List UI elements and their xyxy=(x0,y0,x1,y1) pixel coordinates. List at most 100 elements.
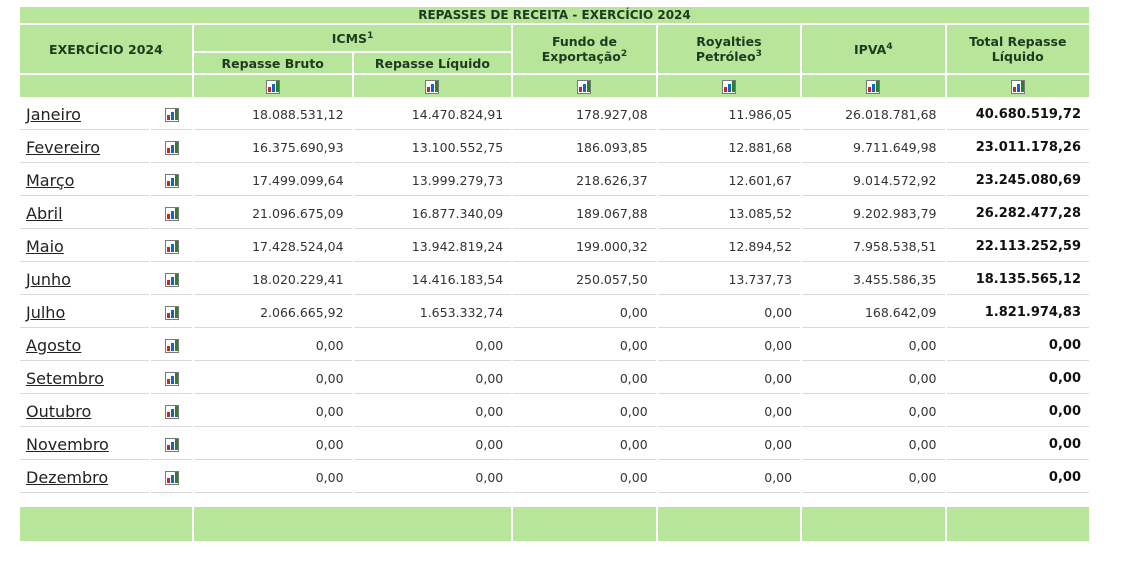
header-icms-label: ICMS xyxy=(331,30,368,46)
col-chart-fundo[interactable] xyxy=(513,75,656,97)
row-chart-cell[interactable] xyxy=(151,99,192,130)
col-chart-ipva[interactable] xyxy=(802,75,945,97)
month-cell: Junho xyxy=(20,264,150,295)
royalties-cell: 0,00 xyxy=(657,363,801,394)
bar-chart-icon[interactable] xyxy=(164,405,179,419)
royalties-cell: 0,00 xyxy=(657,330,801,361)
fundo-exportacao-cell: 218.626,37 xyxy=(513,165,656,196)
fundo-exportacao-cell: 0,00 xyxy=(513,429,656,460)
repasse-bruto-cell: 0,00 xyxy=(193,363,352,394)
row-chart-cell[interactable] xyxy=(151,198,192,229)
bar-chart-icon[interactable] xyxy=(866,79,881,94)
row-chart-cell[interactable] xyxy=(151,264,192,295)
month-link[interactable]: Junho xyxy=(26,269,71,289)
repasse-bruto-cell: 18.020.229,41 xyxy=(193,264,352,295)
header-fundo-line1: Fundo de xyxy=(551,34,617,49)
month-cell: Outubro xyxy=(20,396,150,427)
month-link[interactable]: Novembro xyxy=(26,434,109,454)
bar-chart-icon[interactable] xyxy=(164,240,179,254)
bar-chart-icon[interactable] xyxy=(425,79,440,94)
header-exercicio: EXERCÍCIO 2024 xyxy=(20,25,192,73)
month-link[interactable]: Março xyxy=(26,170,75,190)
bar-chart-icon[interactable] xyxy=(1010,79,1025,94)
repasse-bruto-cell: 0,00 xyxy=(193,429,352,460)
month-cell: Abril xyxy=(20,198,150,229)
header-fundo-sup: 2 xyxy=(620,48,628,59)
month-link[interactable]: Fevereiro xyxy=(26,137,101,157)
month-link[interactable]: Dezembro xyxy=(26,467,109,487)
repasse-liquido-cell: 13.999.279,73 xyxy=(353,165,512,196)
bar-chart-icon[interactable] xyxy=(164,273,179,287)
repasse-liquido-cell: 14.416.183,54 xyxy=(353,264,512,295)
bar-chart-icon[interactable] xyxy=(721,79,736,94)
table-row: Outubro 0,00 0,00 0,00 0,00 0,00 0,00 xyxy=(20,396,1089,427)
bar-chart-icon[interactable] xyxy=(164,141,179,155)
table-row: Março 17.499.099,64 13.999.279,73 218.626,3… xyxy=(20,165,1089,196)
row-chart-cell[interactable] xyxy=(151,363,192,394)
total-liquido-cell: 1.821.974,83 xyxy=(946,297,1089,328)
row-chart-cell[interactable] xyxy=(151,462,192,493)
header-icms: ICMS1 xyxy=(193,25,512,51)
month-cell: Agosto xyxy=(20,330,150,361)
col-chart-royalties[interactable] xyxy=(657,75,801,97)
repasse-liquido-cell: 1.653.332,74 xyxy=(353,297,512,328)
table-row: Agosto 0,00 0,00 0,00 0,00 0,00 0,00 xyxy=(20,330,1089,361)
totals-cell xyxy=(513,507,656,541)
bar-chart-icon[interactable] xyxy=(265,79,280,94)
ipva-cell: 0,00 xyxy=(802,396,945,427)
ipva-cell: 9.202.983,79 xyxy=(802,198,945,229)
ipva-cell: 9.711.649,98 xyxy=(802,132,945,163)
repasse-liquido-cell: 0,00 xyxy=(353,363,512,394)
row-chart-cell[interactable] xyxy=(151,231,192,262)
table-title: REPASSES DE RECEITA - EXERCÍCIO 2024 xyxy=(20,7,1089,23)
header-royalties-line1: Royalties xyxy=(696,34,762,49)
royalties-cell: 12.881,68 xyxy=(657,132,801,163)
month-link[interactable]: Outubro xyxy=(26,401,92,421)
month-link[interactable]: Maio xyxy=(26,236,64,256)
header-total-line1: Total Repasse xyxy=(969,34,1067,49)
bar-chart-icon[interactable] xyxy=(164,471,179,485)
header-royalties-sup: 3 xyxy=(755,48,762,59)
bar-chart-icon[interactable] xyxy=(164,339,179,353)
row-chart-cell[interactable] xyxy=(151,165,192,196)
table-row: Junho 18.020.229,41 14.416.183,54 250.057,5… xyxy=(20,264,1089,295)
repasse-bruto-cell: 21.096.675,09 xyxy=(193,198,352,229)
header-total-line2: Líquido xyxy=(991,49,1044,64)
col-chart-liquido[interactable] xyxy=(353,75,512,97)
month-cell: Janeiro xyxy=(20,99,150,130)
header-fundo: Fundo de Exportação2 xyxy=(513,25,656,73)
royalties-cell: 0,00 xyxy=(657,462,801,493)
col-chart-bruto[interactable] xyxy=(193,75,352,97)
fundo-exportacao-cell: 199.000,32 xyxy=(513,231,656,262)
month-link[interactable]: Abril xyxy=(26,203,63,223)
royalties-cell: 12.601,67 xyxy=(657,165,801,196)
month-link[interactable]: Janeiro xyxy=(26,104,81,124)
totals-cell xyxy=(20,507,192,541)
bar-chart-icon[interactable] xyxy=(164,306,179,320)
month-link[interactable]: Setembro xyxy=(26,368,104,388)
total-liquido-cell: 22.113.252,59 xyxy=(946,231,1089,262)
totals-cell xyxy=(802,507,945,541)
totals-cell xyxy=(657,507,801,541)
row-chart-cell[interactable] xyxy=(151,330,192,361)
row-chart-cell[interactable] xyxy=(151,396,192,427)
bar-chart-icon[interactable] xyxy=(164,108,179,122)
total-liquido-cell: 0,00 xyxy=(946,396,1089,427)
bar-chart-icon[interactable] xyxy=(164,207,179,221)
row-chart-cell[interactable] xyxy=(151,429,192,460)
month-link[interactable]: Julho xyxy=(26,302,66,322)
row-chart-cell[interactable] xyxy=(151,132,192,163)
col-chart-total[interactable] xyxy=(946,75,1089,97)
header-fundo-line2: Exportação xyxy=(541,49,621,64)
repasse-liquido-cell: 0,00 xyxy=(353,330,512,361)
month-link[interactable]: Agosto xyxy=(26,335,82,355)
table-row: Maio 17.428.524,04 13.942.819,24 199.000,32… xyxy=(20,231,1089,262)
royalties-cell: 0,00 xyxy=(657,297,801,328)
bar-chart-icon[interactable] xyxy=(164,174,179,188)
repasse-bruto-cell: 17.499.099,64 xyxy=(193,165,352,196)
bar-chart-icon[interactable] xyxy=(577,79,592,94)
bar-chart-icon[interactable] xyxy=(164,438,179,452)
month-cell: Setembro xyxy=(20,363,150,394)
bar-chart-icon[interactable] xyxy=(164,372,179,386)
row-chart-cell[interactable] xyxy=(151,297,192,328)
